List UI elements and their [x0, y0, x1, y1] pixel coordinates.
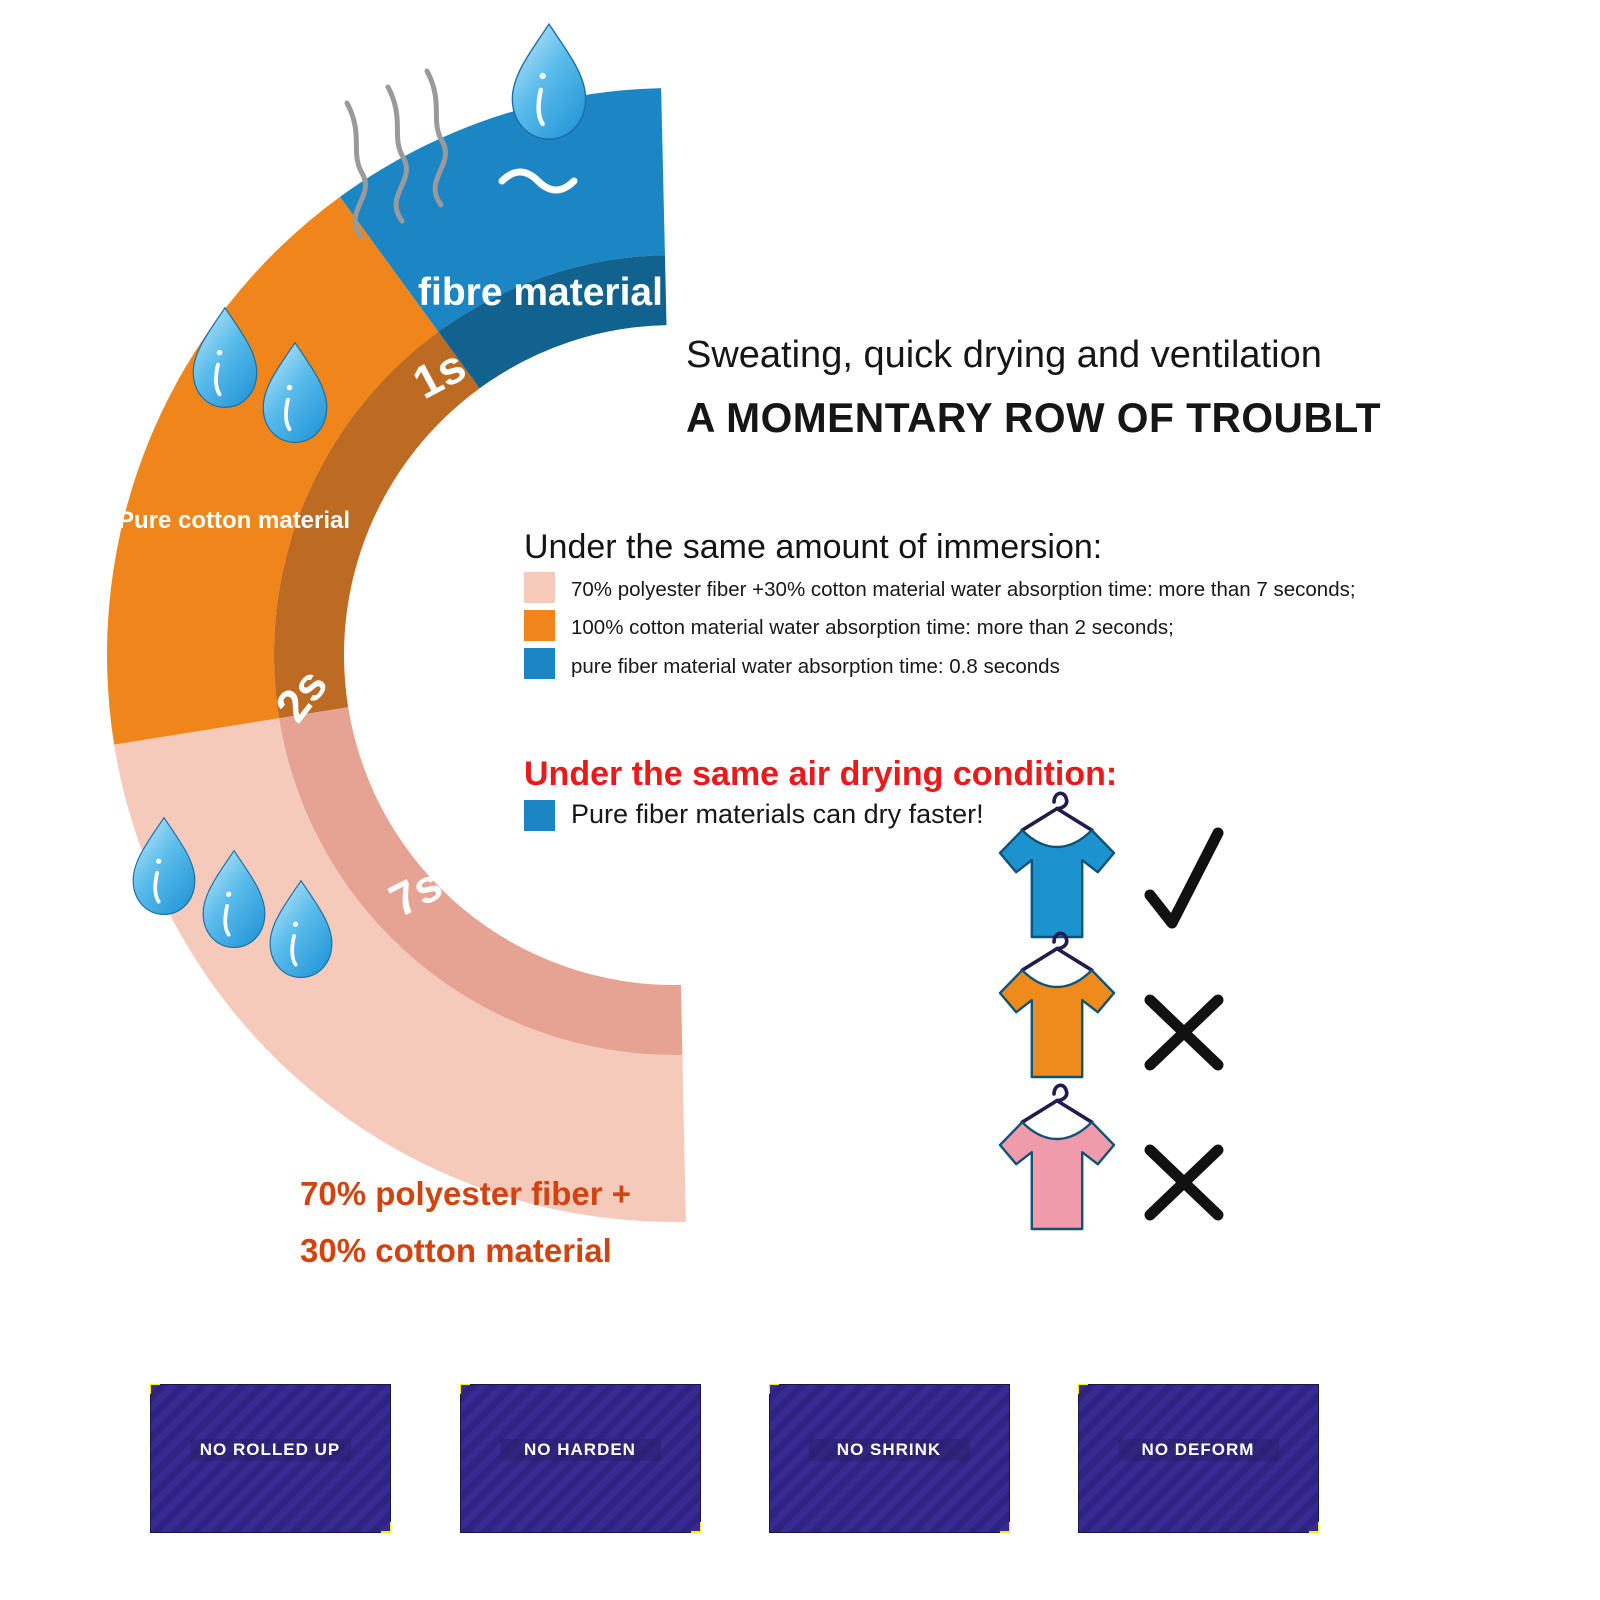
svg-text:Under the same amount of immer: Under the same amount of immersion: — [524, 528, 1102, 566]
svg-text:A MOMENTARY ROW OF TROUBLT: A MOMENTARY ROW OF TROUBLT — [686, 394, 1381, 441]
svg-text:30% cotton material: 30% cotton material — [300, 1232, 612, 1269]
svg-text:NO DEFORM: NO DEFORM — [1142, 1440, 1255, 1459]
svg-text:NO SHRINK: NO SHRINK — [837, 1440, 941, 1459]
svg-text:Under the same air drying cond: Under the same air drying condition: — [524, 755, 1117, 793]
svg-text:Sweating, quick drying and ven: Sweating, quick drying and ventilation — [686, 334, 1322, 376]
svg-text:fibre material: fibre material — [418, 271, 663, 314]
svg-text:Pure fiber materials can dry f: Pure fiber materials can dry faster! — [571, 799, 984, 829]
svg-text:70% polyester fiber +: 70% polyester fiber + — [300, 1175, 631, 1212]
svg-text:70% polyester fiber +30% cotto: 70% polyester fiber +30% cotton material… — [571, 578, 1356, 601]
svg-text:100% cotton material water abs: 100% cotton material water absorption ti… — [571, 616, 1174, 639]
svg-text:NO HARDEN: NO HARDEN — [524, 1440, 636, 1459]
svg-text:Pure cotton material: Pure cotton material — [118, 507, 350, 534]
svg-text:pure fiber material water abso: pure fiber material water absorption tim… — [571, 655, 1060, 678]
svg-text:NO ROLLED UP: NO ROLLED UP — [200, 1440, 340, 1459]
